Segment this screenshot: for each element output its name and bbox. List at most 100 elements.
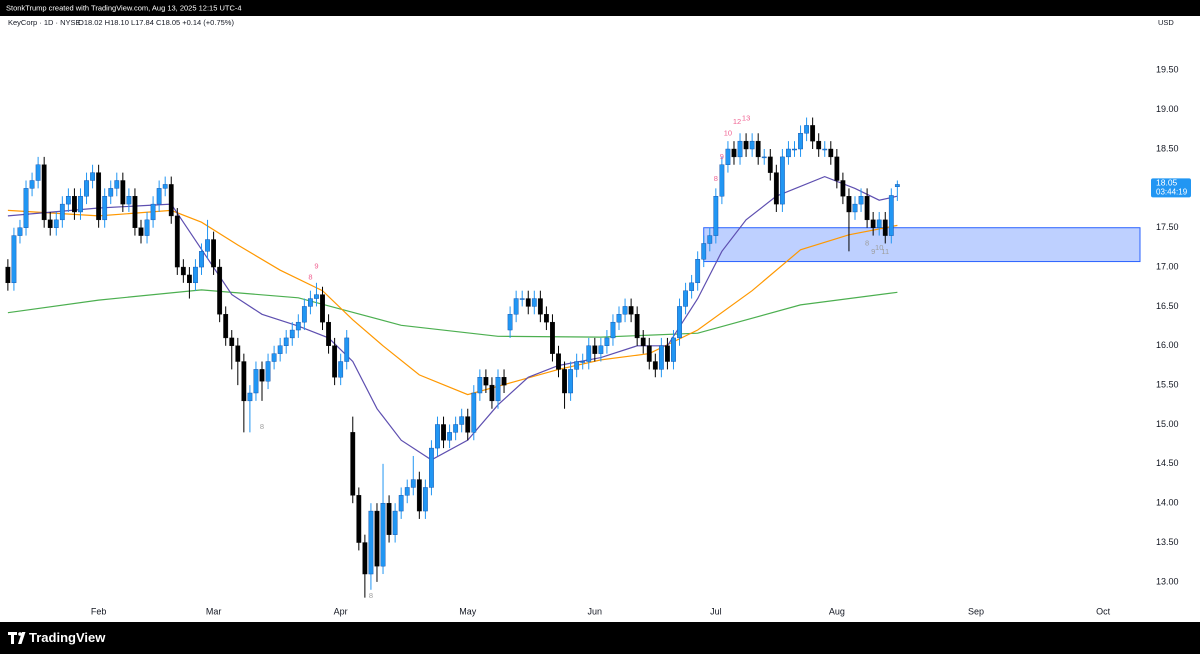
candle bbox=[65, 188, 71, 212]
candle-body bbox=[235, 345, 241, 362]
count-annotation: 8 bbox=[308, 272, 312, 281]
candle bbox=[144, 211, 150, 244]
candle-body bbox=[271, 353, 277, 362]
candle-body bbox=[604, 337, 610, 346]
candle bbox=[96, 164, 102, 228]
candle-body bbox=[180, 266, 186, 276]
candle-body bbox=[229, 337, 235, 346]
candle bbox=[217, 259, 223, 323]
candle-body bbox=[47, 219, 53, 228]
candle bbox=[834, 149, 840, 189]
candle-body bbox=[199, 251, 204, 268]
candle-body bbox=[834, 156, 840, 181]
candle-body bbox=[314, 294, 319, 299]
candle-body bbox=[737, 140, 743, 158]
candle bbox=[652, 353, 658, 378]
last-price-box bbox=[1151, 178, 1191, 198]
footer-brand: TradingView bbox=[29, 630, 106, 645]
candle bbox=[616, 306, 622, 331]
candle-body bbox=[773, 172, 779, 205]
candle bbox=[507, 306, 513, 338]
candle bbox=[550, 314, 555, 362]
candle bbox=[453, 416, 459, 441]
candle-body bbox=[628, 306, 634, 315]
candle bbox=[174, 208, 180, 275]
candle bbox=[701, 235, 707, 268]
candle-body bbox=[531, 298, 537, 307]
candle-body bbox=[864, 196, 870, 221]
candle bbox=[308, 290, 313, 315]
candle bbox=[519, 290, 525, 307]
candle bbox=[47, 211, 53, 236]
candle-body bbox=[301, 306, 307, 323]
candle bbox=[398, 487, 404, 519]
candle bbox=[301, 298, 307, 331]
footer-logo bbox=[8, 632, 26, 644]
candle-body bbox=[713, 196, 719, 236]
candle bbox=[283, 330, 289, 354]
candle-body bbox=[586, 345, 592, 362]
candle bbox=[689, 274, 695, 299]
candle-body bbox=[186, 274, 192, 284]
candle bbox=[435, 416, 440, 456]
y-tick-label: 14.00 bbox=[1156, 498, 1179, 508]
candle-body bbox=[392, 510, 398, 535]
logo-mark bbox=[8, 632, 17, 644]
candle-body bbox=[265, 361, 271, 382]
candle bbox=[580, 353, 586, 370]
candle bbox=[598, 337, 604, 362]
candle-body bbox=[634, 314, 640, 339]
candle bbox=[658, 337, 664, 378]
x-tick-label: Aug bbox=[829, 606, 845, 616]
count-annotation: 8 bbox=[865, 238, 869, 247]
candle-body bbox=[320, 294, 325, 323]
y-tick-label: 15.00 bbox=[1156, 419, 1179, 429]
candle bbox=[410, 455, 416, 496]
candle-body bbox=[59, 203, 65, 221]
candle-body bbox=[852, 203, 858, 213]
y-tick-label: 13.00 bbox=[1156, 576, 1179, 586]
candle-body bbox=[90, 172, 95, 181]
candle bbox=[368, 503, 374, 590]
candle bbox=[665, 337, 670, 370]
candle bbox=[792, 141, 797, 157]
candle bbox=[259, 361, 265, 401]
candle-body bbox=[144, 219, 150, 236]
candle-body bbox=[368, 510, 374, 575]
candle-body bbox=[580, 361, 586, 363]
candle bbox=[683, 282, 688, 315]
candle-body bbox=[162, 184, 168, 189]
candle-body bbox=[416, 479, 422, 512]
candle bbox=[247, 385, 253, 433]
candle bbox=[416, 471, 422, 519]
candle bbox=[271, 345, 277, 370]
candle bbox=[640, 330, 646, 354]
candle-body bbox=[882, 219, 888, 236]
candle-body bbox=[804, 125, 809, 134]
candle bbox=[114, 172, 120, 197]
candle bbox=[72, 188, 77, 220]
candle-body bbox=[259, 369, 265, 382]
candle-body bbox=[277, 345, 283, 354]
candle bbox=[816, 133, 822, 157]
count-annotation: 8 bbox=[260, 422, 264, 431]
candle bbox=[350, 416, 356, 504]
candle-body bbox=[779, 156, 785, 205]
candle bbox=[822, 141, 828, 157]
candle bbox=[767, 149, 773, 181]
candle-body bbox=[616, 314, 622, 323]
header-bar bbox=[0, 0, 1200, 16]
candle bbox=[483, 369, 489, 394]
candle bbox=[852, 196, 858, 220]
ohlc-legend: O18.02 H18.10 L17.84 C18.05 +0.14 (+0.75… bbox=[78, 18, 234, 27]
candle-body bbox=[156, 188, 162, 205]
candle-body bbox=[362, 542, 368, 575]
candle-body bbox=[410, 479, 416, 488]
x-tick-label: May bbox=[459, 606, 477, 616]
candle-body bbox=[767, 156, 773, 173]
countdown-label: 03:44:19 bbox=[1156, 188, 1188, 197]
candle-body bbox=[677, 306, 682, 339]
candle bbox=[737, 133, 743, 165]
candle bbox=[725, 141, 731, 173]
candle bbox=[265, 353, 271, 390]
